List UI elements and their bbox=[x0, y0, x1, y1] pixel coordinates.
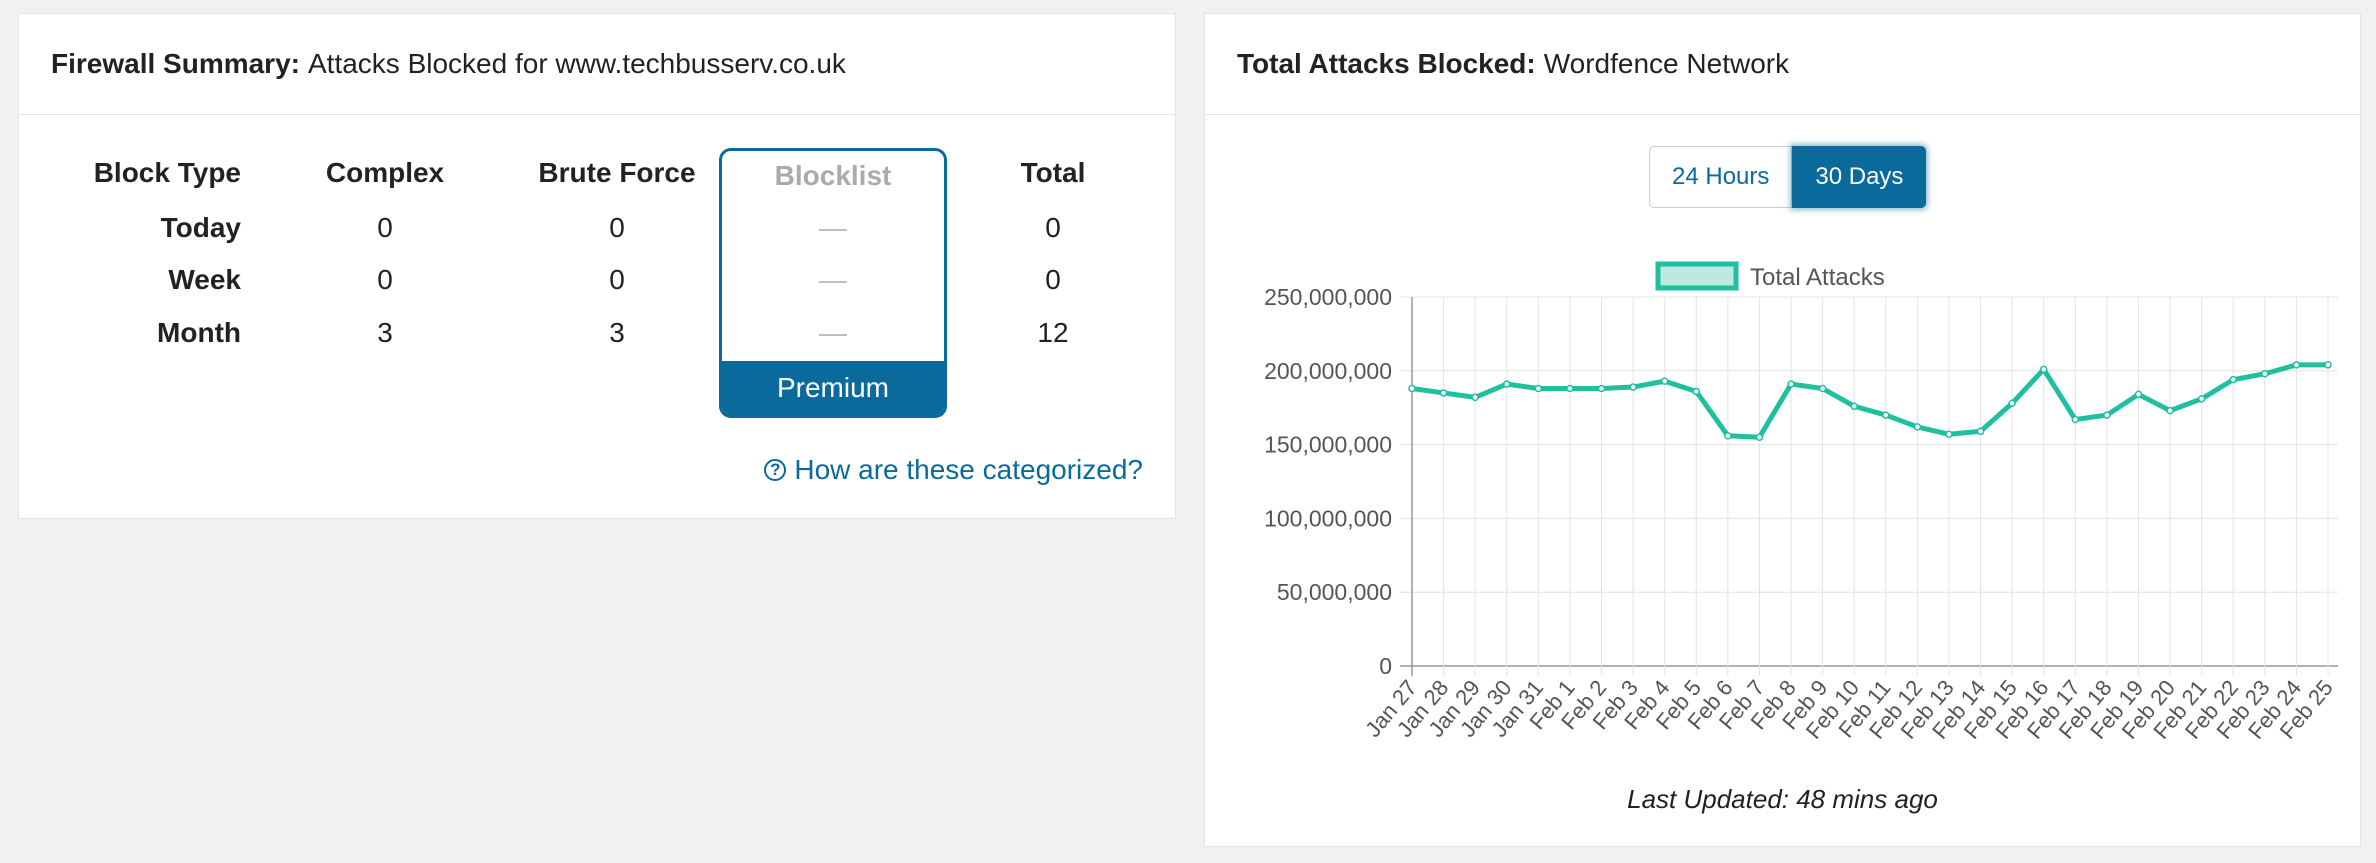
row-label-week: Week bbox=[168, 264, 241, 295]
row-label-month: Month bbox=[157, 317, 241, 348]
firewall-summary-title-rest: Attacks Blocked for www.techbusserv.co.u… bbox=[307, 48, 846, 79]
data-point bbox=[1945, 430, 1953, 439]
data-point bbox=[1850, 402, 1858, 410]
range-24-hours-button[interactable]: 24 Hours bbox=[1649, 146, 1793, 208]
total-attacks-title-bold: Total Attacks Blocked: bbox=[1237, 48, 1536, 79]
header-brute-force: Brute Force bbox=[538, 157, 696, 188]
range-30-days-button[interactable]: 30 Days bbox=[1792, 146, 1927, 208]
data-point bbox=[2071, 415, 2080, 424]
month-complex: 3 bbox=[377, 317, 393, 348]
last-updated-text: Last Updated: 48 mins ago bbox=[1627, 784, 1938, 814]
today-complex: 0 bbox=[377, 212, 393, 243]
y-tick-label: 50,000,000 bbox=[1277, 579, 1392, 605]
total-attacks-panel: Total Attacks Blocked: Wordfence Network… bbox=[1204, 13, 2361, 847]
data-point bbox=[2039, 365, 2048, 374]
blocklist-premium-column[interactable]: Blocklist — — — Premium bbox=[719, 148, 947, 418]
y-tick-label: 0 bbox=[1379, 653, 1392, 679]
data-point bbox=[1787, 380, 1795, 388]
series-line-total-attacks bbox=[1411, 362, 2328, 440]
data-point bbox=[1660, 377, 1669, 385]
data-point bbox=[2103, 411, 2111, 419]
firewall-summary-panel: Firewall Summary: Attacks Blocked for ww… bbox=[18, 13, 1176, 519]
data-point bbox=[1534, 384, 1543, 393]
row-label-today: Today bbox=[160, 212, 241, 243]
month-brute-force: 3 bbox=[609, 317, 625, 348]
data-point bbox=[2134, 390, 2143, 399]
total-attacks-title-rest: Wordfence Network bbox=[1543, 48, 1790, 79]
premium-button[interactable]: Premium bbox=[722, 361, 944, 415]
data-point bbox=[1755, 433, 1764, 441]
data-point bbox=[1408, 384, 1416, 393]
header-complex: Complex bbox=[325, 157, 445, 188]
week-brute-force: 0 bbox=[609, 264, 625, 295]
data-point bbox=[1913, 423, 1922, 431]
firewall-summary-header: Firewall Summary: Attacks Blocked for ww… bbox=[19, 14, 1175, 115]
data-point bbox=[1597, 384, 1606, 393]
month-total: 12 bbox=[1037, 317, 1069, 348]
data-point bbox=[2261, 370, 2269, 378]
data-point bbox=[1439, 389, 1448, 397]
how-categorized-link[interactable]: ? How are these categorized? bbox=[764, 454, 1143, 486]
today-total: 0 bbox=[1045, 212, 1061, 243]
header-block-type: Block Type bbox=[93, 157, 241, 188]
data-point bbox=[2292, 361, 2301, 369]
range-toggle: 24 Hours 30 Days bbox=[1649, 146, 1927, 208]
header-total: Total bbox=[1020, 157, 1086, 188]
legend-label: Total Attacks bbox=[1750, 264, 1885, 291]
data-point bbox=[1818, 384, 1827, 393]
total-attacks-chart: 0 50,000,000 100,000,000 150,000,000 200,000… bbox=[1264, 261, 2338, 744]
data-point bbox=[2197, 395, 2206, 403]
y-tick-label: 100,000,000 bbox=[1264, 505, 1392, 531]
data-point bbox=[1503, 380, 1511, 388]
data-point bbox=[2166, 406, 2174, 415]
firewall-summary-title-bold: Firewall Summary: bbox=[51, 48, 300, 79]
data-point bbox=[2324, 361, 2332, 369]
data-point bbox=[1692, 387, 1701, 396]
header-blocklist: Blocklist bbox=[774, 160, 892, 191]
y-tick-label: 250,000,000 bbox=[1264, 284, 1392, 310]
week-complex: 0 bbox=[377, 264, 393, 295]
how-categorized-label: How are these categorized? bbox=[794, 454, 1143, 485]
data-point bbox=[2008, 399, 2016, 408]
data-point bbox=[1471, 393, 1479, 402]
data-point bbox=[1566, 384, 1574, 393]
data-point bbox=[1629, 383, 1637, 391]
data-point bbox=[1976, 427, 1985, 436]
week-total: 0 bbox=[1045, 264, 1061, 295]
y-tick-label: 200,000,000 bbox=[1264, 358, 1392, 384]
data-point bbox=[1724, 431, 1732, 440]
data-point bbox=[1882, 411, 1890, 419]
y-tick-label: 150,000,000 bbox=[1264, 432, 1392, 458]
today-brute-force: 0 bbox=[609, 212, 625, 243]
total-attacks-header: Total Attacks Blocked: Wordfence Network bbox=[1205, 14, 2360, 115]
legend-swatch bbox=[1655, 261, 1739, 291]
blocklist-week: — bbox=[819, 264, 847, 295]
blocklist-today: — bbox=[819, 212, 847, 243]
question-circle-icon: ? bbox=[764, 459, 787, 481]
blocklist-month: — bbox=[819, 317, 847, 348]
data-point bbox=[2229, 375, 2237, 384]
